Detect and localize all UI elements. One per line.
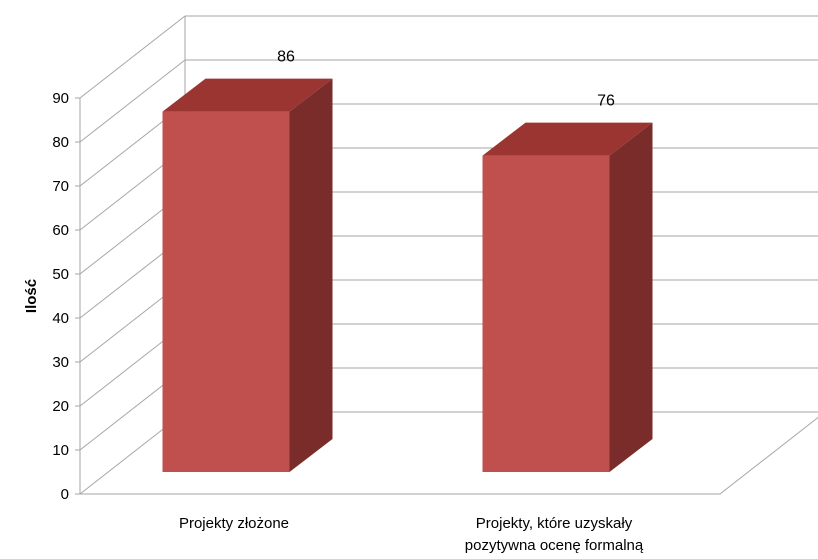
y-tick-label: 20 xyxy=(52,398,69,415)
x-category-label: Projekty, które uzyskały xyxy=(476,515,633,532)
side-gridline xyxy=(79,15,186,99)
y-tick-label: 90 xyxy=(52,90,69,107)
x-category-label: Projekty złożone xyxy=(179,515,289,532)
bar-front xyxy=(482,155,610,472)
y-axis-label: Ilość xyxy=(23,279,40,313)
y-tick-label: 40 xyxy=(52,310,69,327)
data-label: 86 xyxy=(277,49,295,66)
floor-edge xyxy=(80,416,818,495)
y-tick-label: 0 xyxy=(61,486,69,503)
bar-side xyxy=(609,122,653,472)
y-tick-label: 10 xyxy=(52,442,69,459)
bar xyxy=(162,78,333,472)
y-tick-label: 60 xyxy=(52,222,69,239)
bar-side xyxy=(289,78,333,472)
bars xyxy=(162,78,653,472)
side-gridline xyxy=(79,59,186,143)
y-tick-label: 70 xyxy=(52,178,69,195)
y-tick-label: 80 xyxy=(52,134,69,151)
x-axis-labels: Projekty złożone Projekty, które uzyskały… xyxy=(179,515,644,554)
y-tick-label: 30 xyxy=(52,354,69,371)
bar xyxy=(482,122,653,472)
axes xyxy=(79,98,818,495)
data-labels: 86 76 xyxy=(277,49,615,110)
y-tick-label: 50 xyxy=(52,266,69,283)
y-axis-ticks: 0 10 20 30 40 50 60 70 80 90 xyxy=(52,90,80,503)
bar-front xyxy=(162,111,290,472)
bar-top xyxy=(162,78,333,112)
x-category-label: pozytywna ocenę formalną xyxy=(465,537,644,554)
data-label: 76 xyxy=(597,93,615,110)
bar-top xyxy=(482,122,653,156)
